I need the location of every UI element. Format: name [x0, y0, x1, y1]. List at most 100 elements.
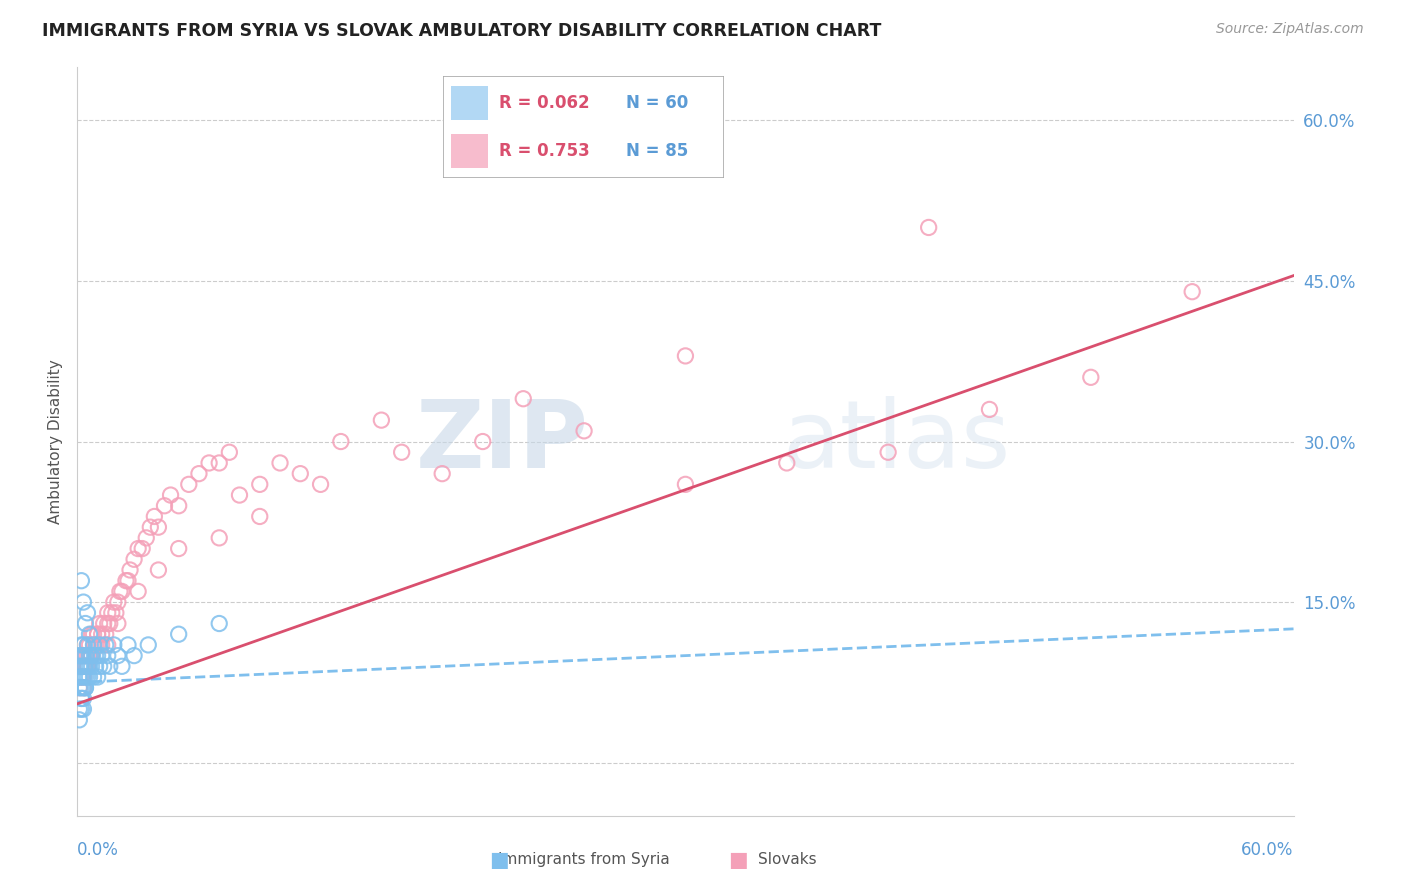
- Point: [391, 445, 413, 459]
- Point: [76, 659, 98, 673]
- Point: [107, 595, 129, 609]
- Point: [70, 659, 93, 673]
- Point: [167, 499, 190, 513]
- Point: [75, 616, 97, 631]
- Point: [249, 477, 271, 491]
- Point: [107, 616, 129, 631]
- Point: [76, 606, 98, 620]
- Point: [72, 681, 94, 695]
- Point: [89, 638, 111, 652]
- Point: [67, 702, 90, 716]
- Point: [97, 606, 120, 620]
- Point: [80, 648, 103, 663]
- Text: ■: ■: [489, 850, 509, 870]
- Point: [269, 456, 291, 470]
- Point: [1080, 370, 1102, 384]
- Point: [86, 627, 108, 641]
- Point: [90, 638, 112, 652]
- Point: [471, 434, 494, 449]
- Point: [70, 648, 93, 663]
- Point: [572, 424, 595, 438]
- Point: [67, 681, 90, 695]
- FancyBboxPatch shape: [443, 76, 724, 178]
- Point: [83, 670, 105, 684]
- Point: [76, 659, 98, 673]
- Point: [512, 392, 534, 406]
- Point: [309, 477, 332, 491]
- Point: [79, 648, 101, 663]
- Point: [75, 659, 97, 673]
- Point: [80, 648, 103, 663]
- Point: [80, 627, 103, 641]
- Point: [67, 681, 90, 695]
- Point: [103, 638, 125, 652]
- Point: [97, 648, 120, 663]
- Point: [86, 648, 108, 663]
- Point: [76, 670, 98, 684]
- Point: [76, 659, 98, 673]
- Point: [72, 702, 94, 716]
- Point: [117, 574, 139, 588]
- Point: [208, 531, 231, 545]
- Point: [67, 648, 90, 663]
- Text: R = 0.062: R = 0.062: [499, 94, 589, 112]
- Point: [329, 434, 352, 449]
- Point: [83, 638, 105, 652]
- Point: [70, 659, 93, 673]
- Point: [70, 691, 93, 706]
- Point: [76, 638, 98, 652]
- Point: [70, 648, 93, 663]
- Text: R = 0.753: R = 0.753: [499, 142, 591, 161]
- Point: [84, 638, 107, 652]
- Point: [118, 563, 141, 577]
- Point: [370, 413, 392, 427]
- Point: [67, 670, 90, 684]
- Point: [208, 616, 231, 631]
- Point: [75, 648, 97, 663]
- Point: [148, 520, 170, 534]
- Point: [97, 616, 120, 631]
- Point: [80, 648, 103, 663]
- Point: [70, 670, 93, 684]
- Point: [139, 520, 162, 534]
- Point: [135, 531, 157, 545]
- Point: [72, 638, 94, 652]
- Point: [111, 659, 134, 673]
- FancyBboxPatch shape: [451, 87, 488, 120]
- Point: [104, 606, 127, 620]
- Point: [93, 616, 115, 631]
- Point: [122, 552, 145, 566]
- Point: [188, 467, 211, 481]
- Point: [90, 627, 112, 641]
- Point: [98, 659, 121, 673]
- Text: 60.0%: 60.0%: [1241, 841, 1294, 859]
- Point: [1181, 285, 1204, 299]
- Point: [228, 488, 250, 502]
- Point: [86, 638, 108, 652]
- Point: [79, 648, 101, 663]
- Text: IMMIGRANTS FROM SYRIA VS SLOVAK AMBULATORY DISABILITY CORRELATION CHART: IMMIGRANTS FROM SYRIA VS SLOVAK AMBULATO…: [42, 22, 882, 40]
- Text: ■: ■: [728, 850, 748, 870]
- Point: [70, 574, 93, 588]
- Point: [86, 670, 108, 684]
- Point: [72, 670, 94, 684]
- Point: [148, 563, 170, 577]
- Text: Source: ZipAtlas.com: Source: ZipAtlas.com: [1216, 22, 1364, 37]
- Point: [89, 659, 111, 673]
- Point: [918, 220, 941, 235]
- Point: [153, 499, 176, 513]
- Text: ZIP: ZIP: [415, 395, 588, 488]
- Point: [136, 638, 159, 652]
- Point: [72, 648, 94, 663]
- Point: [143, 509, 166, 524]
- Point: [75, 648, 97, 663]
- Point: [75, 681, 97, 695]
- Point: [159, 488, 181, 502]
- Point: [218, 445, 240, 459]
- Point: [103, 595, 125, 609]
- Point: [70, 691, 93, 706]
- Text: atlas: atlas: [783, 395, 1011, 488]
- Text: Immigrants from Syria: Immigrants from Syria: [498, 852, 669, 867]
- Point: [979, 402, 1001, 417]
- Point: [127, 541, 149, 556]
